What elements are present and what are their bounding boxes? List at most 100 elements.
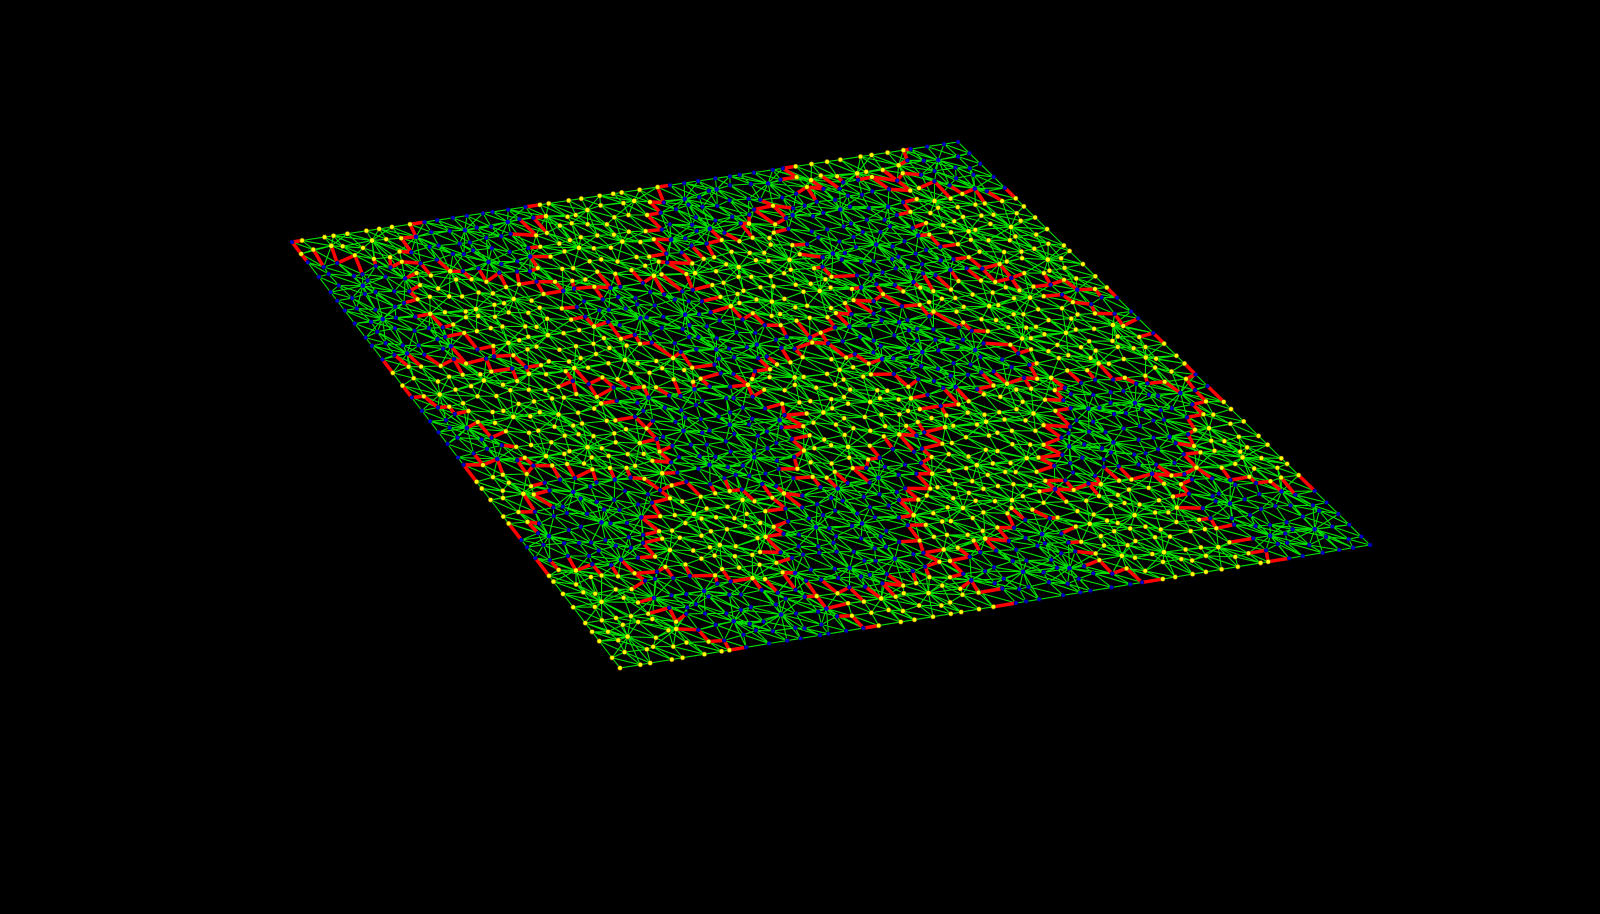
hub-node	[464, 425, 470, 431]
mesh-node	[1146, 392, 1152, 398]
mesh-node	[1022, 517, 1028, 523]
mesh-node	[399, 383, 406, 389]
mesh-node	[699, 298, 705, 304]
mesh-node	[939, 582, 945, 589]
mesh-node	[857, 154, 864, 160]
mesh-node	[878, 229, 883, 235]
mesh-node	[938, 602, 945, 609]
mesh-node	[1183, 376, 1189, 382]
mesh-node	[1106, 361, 1112, 367]
mesh-node	[1058, 550, 1064, 556]
mesh-node	[987, 221, 994, 227]
mesh-node	[732, 553, 738, 559]
mesh-node	[1071, 487, 1077, 493]
mesh-node	[1009, 364, 1014, 370]
mesh-node	[667, 182, 673, 188]
hub-node	[911, 512, 916, 518]
mesh-node	[681, 180, 687, 186]
mesh-node	[854, 273, 860, 278]
mesh-node	[871, 338, 877, 343]
mesh-node	[905, 317, 910, 323]
mesh-node	[761, 387, 767, 393]
mesh-node	[1032, 214, 1038, 221]
mesh-node	[523, 204, 528, 210]
mesh-node	[641, 476, 648, 482]
mesh-node	[971, 537, 977, 544]
mesh-node	[506, 480, 512, 486]
mesh-node	[724, 526, 730, 532]
mesh-node	[861, 598, 867, 605]
hub-node	[745, 382, 751, 387]
mesh-node	[1132, 452, 1137, 457]
mesh-node	[722, 475, 727, 481]
mesh-node	[628, 267, 635, 273]
mesh-node	[886, 503, 892, 508]
mesh-node	[706, 594, 711, 599]
mesh-node	[1101, 457, 1107, 462]
mesh-node	[531, 463, 536, 468]
hub-node	[1020, 569, 1026, 574]
mesh-node	[763, 471, 768, 476]
mesh-node	[632, 463, 638, 469]
mesh-node	[854, 511, 860, 516]
mesh-node	[996, 409, 1002, 415]
mesh-node	[686, 334, 692, 340]
mesh-node	[766, 641, 772, 646]
mesh-node	[818, 172, 824, 179]
mesh-node	[1030, 284, 1036, 290]
mesh-node	[955, 278, 962, 284]
mesh-node	[468, 383, 474, 389]
mesh-node	[902, 238, 907, 244]
mesh-node	[1153, 462, 1159, 468]
mesh-node	[740, 288, 747, 294]
mesh-node	[389, 224, 395, 230]
mesh-node	[906, 328, 912, 333]
mesh-node	[1013, 547, 1019, 553]
mesh-node	[918, 363, 924, 369]
mesh-node	[664, 251, 669, 256]
mesh-node	[979, 266, 985, 272]
mesh-node	[841, 224, 847, 229]
mesh-node	[982, 200, 988, 206]
mesh-node	[1007, 460, 1014, 466]
mesh-node	[340, 243, 346, 249]
mesh-node	[1226, 539, 1232, 545]
hub-node	[847, 324, 852, 329]
mesh-node	[917, 302, 923, 308]
mesh-node	[614, 398, 620, 404]
mesh-node	[960, 214, 966, 220]
mesh-node	[966, 490, 972, 496]
mesh-node	[1006, 538, 1012, 544]
mesh-node	[613, 543, 619, 549]
mesh-node	[623, 426, 629, 432]
hub-node	[543, 453, 549, 459]
mesh-node	[833, 533, 839, 539]
mesh-node	[435, 378, 441, 385]
mesh-node	[528, 483, 534, 489]
mesh-node	[1142, 523, 1149, 530]
mesh-node	[981, 391, 987, 397]
mesh-node	[476, 266, 481, 271]
mesh-node	[566, 358, 572, 365]
mesh-node	[735, 274, 742, 280]
mesh-node	[1136, 501, 1143, 508]
mesh-node	[706, 188, 712, 193]
mesh-node	[658, 271, 665, 278]
hub-node	[505, 219, 510, 225]
mesh-node	[850, 465, 856, 471]
mesh-node	[828, 495, 834, 501]
mesh-node	[550, 578, 557, 585]
mesh-node	[719, 237, 725, 243]
mesh-node	[451, 356, 457, 362]
mesh-node	[672, 512, 678, 518]
mesh-node	[956, 325, 962, 330]
mesh-node	[559, 305, 565, 312]
mesh-node	[1101, 464, 1106, 470]
mesh-node	[747, 473, 752, 479]
mesh-node	[604, 221, 610, 227]
mesh-node	[926, 232, 932, 238]
mesh-node	[754, 535, 761, 541]
mesh-node	[603, 537, 608, 543]
mesh-node	[948, 229, 954, 235]
mesh-node	[994, 430, 1001, 436]
